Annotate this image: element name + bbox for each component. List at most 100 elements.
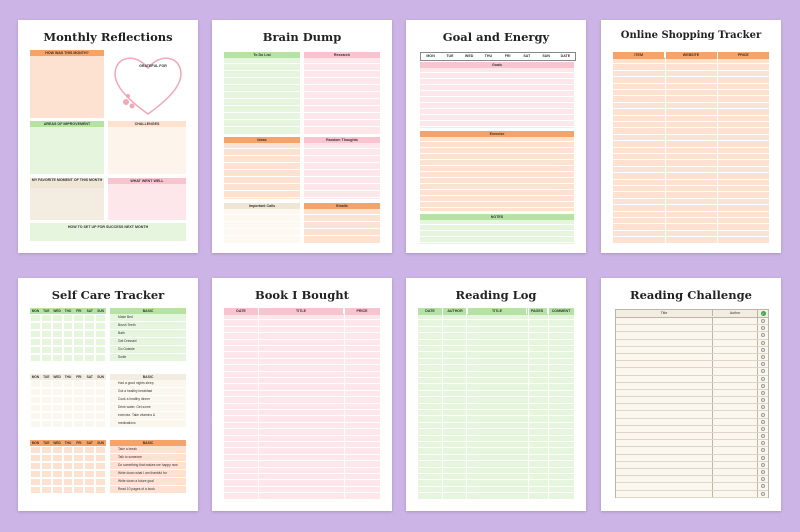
checkbox-circle-icon (761, 369, 765, 374)
check-cell (40, 330, 52, 338)
todo-box: To Do List (224, 52, 300, 134)
table-row (418, 385, 574, 391)
check-cell (73, 420, 85, 428)
checkbox-circle-icon (761, 491, 765, 496)
table-row (224, 481, 380, 487)
table-row (224, 216, 300, 222)
author-cell (712, 433, 757, 440)
table-row (224, 494, 380, 500)
day-label: DATE (560, 54, 571, 58)
check-row (30, 446, 107, 454)
day-label: MON (31, 309, 40, 313)
day-label: SAT (523, 54, 531, 58)
check-cell (51, 380, 63, 388)
table-row (420, 232, 574, 237)
check-cell (40, 346, 52, 354)
table-row (304, 143, 380, 149)
table-row (418, 481, 574, 487)
check-cell (30, 346, 41, 354)
check-row (30, 404, 107, 412)
column-header: TITLE (467, 308, 526, 314)
check-cell (84, 462, 96, 470)
table-row (224, 100, 300, 106)
check-cell (30, 486, 41, 494)
author-cell (712, 382, 757, 389)
table-header: DATE AUTHOR TITLE PAGES COMMENT (418, 308, 574, 315)
table-row (613, 174, 769, 180)
check-cell (757, 440, 768, 447)
check-cell (95, 322, 107, 330)
table-row (418, 469, 574, 474)
check-cell (62, 454, 74, 462)
online-shopping-page: Online Shopping Tracker ITEM WEBSITE PRI… (601, 20, 781, 253)
habit-item: Go Outside (110, 346, 186, 354)
check-cell (757, 346, 768, 353)
habit-item: Make Bed (110, 314, 186, 322)
challenge-row (616, 389, 768, 398)
table-row (420, 185, 574, 190)
table-row (420, 203, 574, 208)
table-row (224, 164, 300, 170)
habit-item: Talk to someone (110, 454, 186, 462)
author-cell (712, 425, 757, 432)
check-cell (757, 361, 768, 368)
research-box: Research (304, 52, 380, 134)
checkmark-icon: ✓ (760, 311, 766, 316)
emails-box: Emails (304, 203, 380, 243)
day-grid: MON TUE WED THU FRI SAT SUN (30, 308, 107, 368)
goal-energy-page: Goal and Energy MON TUE WED THU FRI SAT SUN DAT… (406, 20, 586, 253)
table-row (224, 150, 300, 156)
challenge-row (616, 433, 768, 441)
column-header: AUTHOR (442, 308, 467, 314)
check-cell (757, 490, 768, 497)
table-row (304, 107, 380, 113)
check-cell (757, 382, 768, 389)
author-cell (712, 375, 757, 382)
check-cell (757, 353, 768, 361)
table-row (224, 366, 380, 372)
table-row (613, 225, 769, 231)
check-cell (84, 454, 96, 462)
table-row (224, 321, 380, 327)
challenge-row (616, 346, 768, 354)
column-divider (548, 308, 549, 500)
habit-item: Write down what I am thankful for (110, 470, 186, 478)
table-row (418, 449, 574, 455)
table-row (420, 149, 574, 154)
table-row (613, 206, 769, 212)
title-cell (616, 340, 712, 346)
check-cell (62, 462, 74, 470)
section-header: Emails (304, 203, 380, 209)
check-cell (40, 478, 52, 486)
check-cell (757, 404, 768, 411)
habit-list: BASIC Had a good nights sleep Got a health… (110, 374, 186, 434)
section-header: Exercise (420, 131, 574, 137)
table-row (224, 411, 380, 417)
check-cell (30, 330, 41, 338)
day-label: TUE (43, 309, 50, 313)
check-cell (62, 330, 74, 338)
check-row (30, 396, 107, 404)
table-row (224, 192, 300, 198)
day-labels: MON TUE WED THU FRI SAT SUN DATE (421, 53, 575, 60)
title-cell (616, 404, 712, 410)
day-label: SAT (86, 375, 93, 379)
check-cell (84, 404, 96, 412)
check-cell (757, 425, 768, 432)
check-cell (73, 388, 85, 396)
check-cell (757, 468, 768, 476)
day-label: MON (31, 375, 40, 379)
check-cell (40, 486, 52, 494)
table-row (224, 209, 300, 215)
table-row (613, 149, 769, 154)
check-cell (40, 338, 52, 346)
shopping-table: ITEM WEBSITE PRICE (613, 52, 769, 244)
column-divider (344, 308, 345, 500)
author-cell (712, 440, 757, 447)
table-row (613, 117, 769, 122)
check-cell (84, 470, 96, 478)
check-cell (73, 380, 85, 388)
table-row (420, 86, 574, 91)
check-cell (757, 433, 768, 440)
table-row (418, 341, 574, 346)
